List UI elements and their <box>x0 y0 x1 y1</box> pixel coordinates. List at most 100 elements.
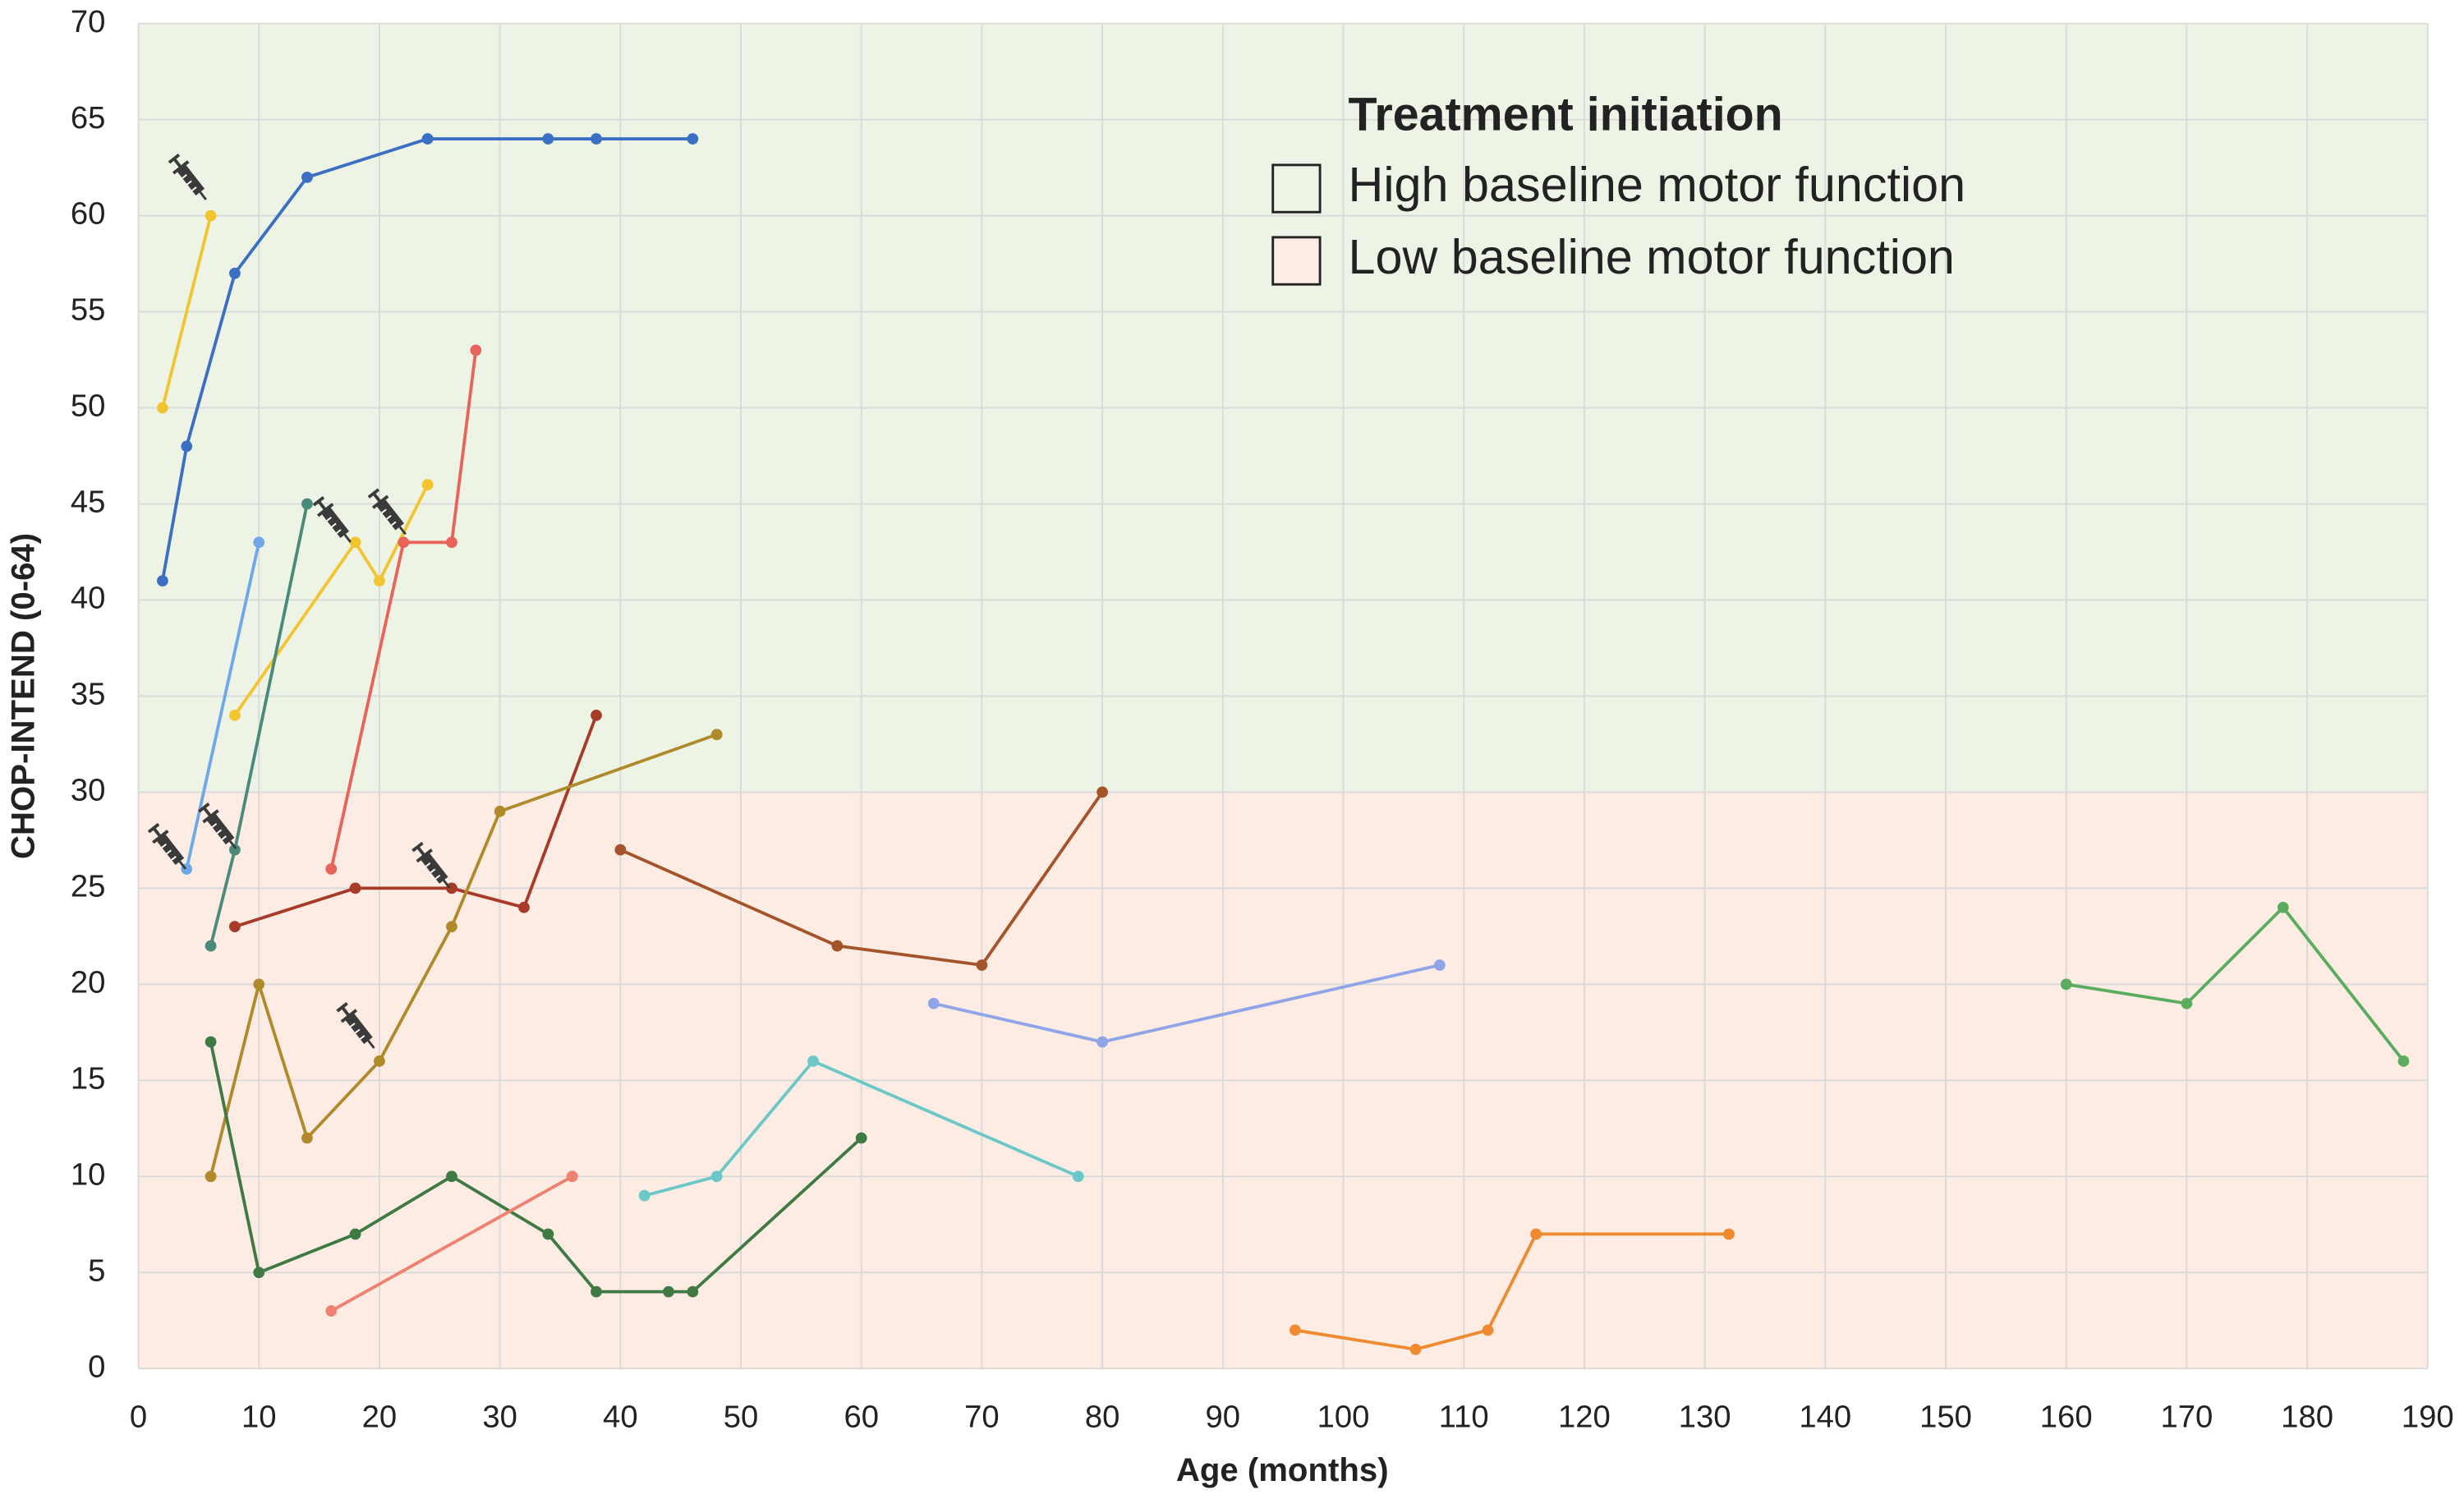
data-point <box>976 959 988 971</box>
y-tick-label: 25 <box>71 868 106 904</box>
data-point <box>349 882 361 894</box>
legend-label: Low baseline motor function <box>1349 229 1955 284</box>
data-point <box>253 536 265 549</box>
y-tick-label: 5 <box>88 1253 105 1288</box>
data-point <box>253 978 265 991</box>
x-tick-label: 140 <box>1799 1400 1851 1435</box>
legend-label: High baseline motor function <box>1349 157 1966 212</box>
y-tick-label: 40 <box>71 581 106 616</box>
data-point <box>470 344 482 356</box>
x-tick-label: 40 <box>603 1400 638 1435</box>
y-tick-label: 15 <box>71 1060 106 1096</box>
data-point <box>687 133 699 145</box>
data-point <box>494 805 506 817</box>
y-tick-label: 60 <box>71 196 106 232</box>
data-point <box>591 133 602 145</box>
legend-title: Treatment initiation <box>1349 89 1783 141</box>
data-point <box>421 133 434 145</box>
x-tick-label: 160 <box>2040 1400 2093 1435</box>
x-tick-label: 100 <box>1317 1400 1370 1435</box>
data-point <box>253 1267 265 1279</box>
data-point <box>301 498 313 510</box>
data-point <box>374 575 385 586</box>
data-point <box>1096 1036 1109 1048</box>
data-point <box>1723 1228 1735 1240</box>
y-tick-label: 45 <box>71 485 106 520</box>
y-tick-label: 10 <box>71 1156 106 1192</box>
data-point <box>663 1285 674 1298</box>
y-tick-label: 0 <box>88 1349 105 1384</box>
data-point <box>421 479 434 491</box>
x-tick-label: 50 <box>724 1400 759 1435</box>
series-line <box>161 215 213 409</box>
x-tick-label: 0 <box>130 1400 147 1435</box>
data-point <box>855 1132 867 1144</box>
data-point <box>1409 1343 1422 1355</box>
data-point <box>229 709 241 721</box>
data-point <box>205 940 217 952</box>
x-tick-label: 120 <box>1558 1400 1611 1435</box>
data-point <box>349 536 361 549</box>
y-tick-label: 35 <box>71 677 106 712</box>
x-tick-label: 70 <box>964 1400 1000 1435</box>
x-tick-label: 90 <box>1206 1400 1241 1435</box>
x-tick-label: 80 <box>1085 1400 1120 1435</box>
series-line <box>2066 904 2405 1063</box>
data-point <box>1096 786 1109 798</box>
data-point <box>157 402 168 414</box>
data-point <box>446 1170 457 1183</box>
data-point <box>205 209 217 222</box>
x-tick-label: 190 <box>2402 1400 2454 1435</box>
data-point <box>2181 997 2193 1009</box>
legend-swatch <box>1271 163 1322 214</box>
data-point <box>157 575 168 586</box>
data-point <box>205 1036 217 1048</box>
data-point <box>398 536 410 549</box>
data-point <box>687 1285 699 1298</box>
data-point <box>566 1170 578 1183</box>
data-point <box>807 1055 819 1067</box>
data-point <box>446 536 457 549</box>
series-line <box>330 1175 573 1313</box>
x-tick-label: 10 <box>241 1400 277 1435</box>
data-point <box>1433 959 1446 971</box>
series-line <box>161 137 693 582</box>
data-point <box>2277 901 2289 913</box>
data-point <box>614 844 627 856</box>
y-tick-label: 55 <box>71 292 106 328</box>
data-point <box>181 440 193 453</box>
data-point <box>542 1228 554 1240</box>
data-point <box>831 940 844 952</box>
series-line <box>329 350 478 870</box>
x-tick-label: 150 <box>1919 1400 1972 1435</box>
data-point <box>518 901 530 913</box>
data-point <box>229 267 241 279</box>
data-point <box>591 1285 602 1298</box>
data-point <box>710 1170 723 1183</box>
data-point <box>1482 1324 1494 1336</box>
y-tick-label: 65 <box>71 100 106 136</box>
x-tick-label: 180 <box>2281 1400 2333 1435</box>
x-tick-label: 110 <box>1439 1400 1489 1435</box>
data-point <box>205 1170 217 1183</box>
data-point <box>2397 1055 2410 1067</box>
y-tick-label: 20 <box>71 964 106 1000</box>
data-point <box>2060 978 2072 991</box>
data-point <box>349 1228 361 1240</box>
data-point <box>591 709 602 721</box>
series-line <box>619 791 1104 968</box>
data-point <box>229 921 241 933</box>
data-point <box>710 729 723 741</box>
data-point <box>927 997 940 1009</box>
data-point <box>638 1189 650 1202</box>
data-point <box>325 1305 338 1317</box>
x-tick-label: 60 <box>844 1400 879 1435</box>
data-point <box>1289 1324 1301 1336</box>
data-point <box>542 133 554 145</box>
data-point <box>374 1055 385 1067</box>
data-point <box>1530 1228 1542 1240</box>
y-tick-label: 30 <box>71 773 106 808</box>
data-point <box>229 844 241 856</box>
